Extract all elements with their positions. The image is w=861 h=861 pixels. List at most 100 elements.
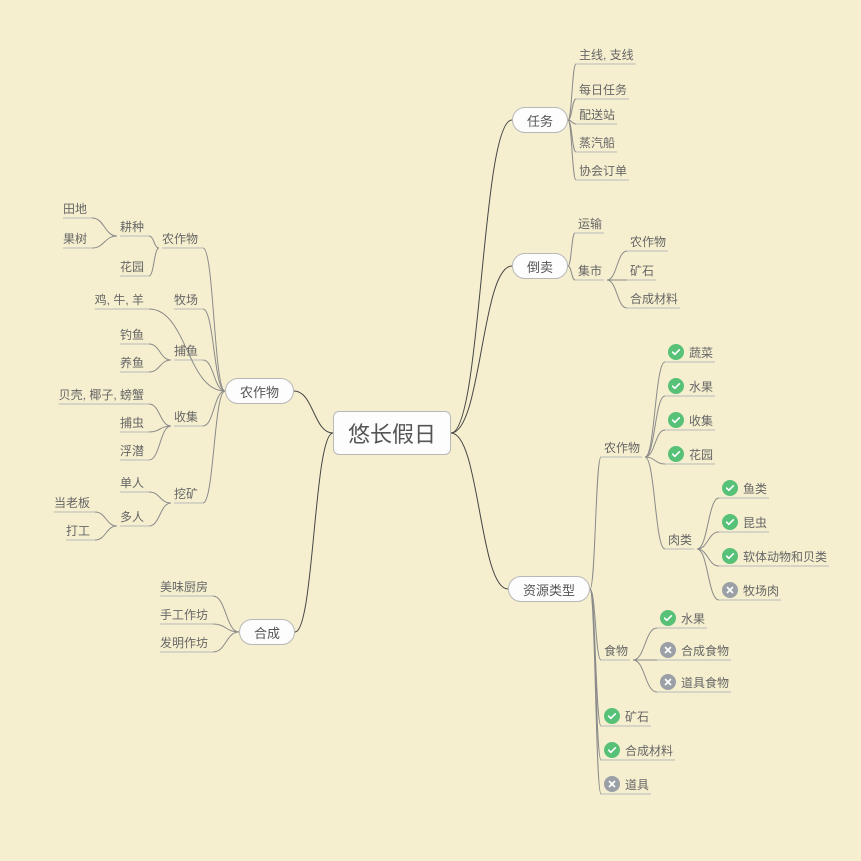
leaf-node: 当老板 [54, 493, 90, 511]
leaf-node: 挖矿 [174, 484, 198, 502]
leaf-node: 钓鱼 [120, 325, 144, 343]
leaf-node: 贝壳, 椰子, 螃蟹 [59, 385, 144, 403]
check-icon [668, 344, 684, 360]
leaf-label: 单人 [120, 474, 144, 491]
leaf-node: 合成材料 [604, 741, 673, 759]
leaf-label: 软体动物和贝类 [743, 548, 827, 565]
leaf-label: 浮潜 [120, 442, 144, 459]
cross-icon [722, 582, 738, 598]
leaf-label: 打工 [66, 522, 90, 539]
leaf-label: 钓鱼 [120, 326, 144, 343]
leaf-label: 水果 [681, 610, 705, 627]
cross-icon [660, 674, 676, 690]
branch-label: 倒卖 [527, 257, 553, 276]
check-icon [668, 412, 684, 428]
leaf-node: 发明作坊 [160, 633, 208, 651]
branch-rtype: 资源类型 [508, 576, 590, 602]
leaf-node: 农作物 [630, 232, 666, 250]
branch-tasks: 任务 [512, 107, 568, 133]
root-label: 悠长假日 [348, 417, 436, 449]
leaf-label: 肉类 [668, 531, 692, 548]
leaf-node: 水果 [668, 377, 713, 395]
branch-resell: 倒卖 [512, 253, 568, 279]
check-icon [604, 742, 620, 758]
leaf-node: 蒸汽船 [579, 133, 615, 151]
leaf-label: 主线, 支线 [579, 46, 634, 63]
leaf-node: 昆虫 [722, 513, 767, 531]
leaf-node: 单人 [120, 473, 144, 491]
leaf-label: 农作物 [162, 230, 198, 247]
leaf-label: 道具食物 [681, 674, 729, 691]
leaf-node: 食物 [604, 641, 628, 659]
leaf-label: 食物 [604, 642, 628, 659]
leaf-node: 捕鱼 [174, 341, 198, 359]
branch-synth: 合成 [239, 619, 295, 645]
leaf-node: 矿石 [604, 707, 649, 725]
leaf-node: 田地 [63, 199, 87, 217]
leaf-label: 水果 [689, 378, 713, 395]
leaf-node: 农作物 [604, 438, 640, 456]
leaf-node: 道具食物 [660, 673, 729, 691]
leaf-label: 合成材料 [630, 290, 678, 307]
leaf-node: 美味厨房 [160, 577, 208, 595]
check-icon [722, 548, 738, 564]
leaf-label: 捕鱼 [174, 342, 198, 359]
leaf-label: 合成材料 [625, 742, 673, 759]
leaf-node: 主线, 支线 [579, 45, 634, 63]
leaf-node: 鱼类 [722, 479, 767, 497]
branch-label: 资源类型 [523, 580, 575, 599]
leaf-label: 发明作坊 [160, 634, 208, 651]
leaf-node: 肉类 [668, 530, 692, 548]
leaf-label: 协会订单 [579, 162, 627, 179]
leaf-label: 收集 [689, 412, 713, 429]
leaf-node: 养鱼 [120, 353, 144, 371]
leaf-label: 多人 [120, 508, 144, 525]
check-icon [660, 610, 676, 626]
leaf-node: 水果 [660, 609, 705, 627]
leaf-node: 矿石 [630, 261, 654, 279]
leaf-node: 打工 [66, 521, 90, 539]
leaf-label: 合成食物 [681, 642, 729, 659]
leaf-label: 耕种 [120, 218, 144, 235]
leaf-label: 昆虫 [743, 514, 767, 531]
leaf-label: 花园 [689, 446, 713, 463]
leaf-node: 浮潜 [120, 441, 144, 459]
leaf-node: 配送站 [579, 105, 615, 123]
branch-label: 任务 [527, 111, 553, 130]
leaf-node: 收集 [174, 407, 198, 425]
check-icon [722, 480, 738, 496]
leaf-node: 软体动物和贝类 [722, 547, 827, 565]
leaf-node: 集市 [578, 261, 602, 279]
leaf-label: 道具 [625, 776, 649, 793]
leaf-node: 牧场 [174, 290, 198, 308]
leaf-label: 美味厨房 [160, 578, 208, 595]
leaf-node: 道具 [604, 775, 649, 793]
leaf-label: 手工作坊 [160, 606, 208, 623]
leaf-label: 每日任务 [579, 81, 627, 98]
leaf-label: 牧场 [174, 291, 198, 308]
leaf-node: 蔬菜 [668, 343, 713, 361]
leaf-node: 耕种 [120, 217, 144, 235]
leaf-label: 农作物 [630, 233, 666, 250]
leaf-label: 集市 [578, 262, 602, 279]
branch-crops: 农作物 [225, 378, 294, 404]
leaf-label: 蒸汽船 [579, 134, 615, 151]
cross-icon [604, 776, 620, 792]
leaf-label: 果树 [63, 230, 87, 247]
leaf-label: 矿石 [630, 262, 654, 279]
leaf-label: 蔬菜 [689, 344, 713, 361]
leaf-label: 挖矿 [174, 485, 198, 502]
leaf-label: 养鱼 [120, 354, 144, 371]
leaf-label: 贝壳, 椰子, 螃蟹 [59, 386, 144, 403]
branch-label: 合成 [254, 623, 280, 642]
leaf-label: 鱼类 [743, 480, 767, 497]
root-node: 悠长假日 [333, 411, 451, 455]
check-icon [668, 378, 684, 394]
check-icon [604, 708, 620, 724]
check-icon [668, 446, 684, 462]
leaf-label: 矿石 [625, 708, 649, 725]
leaf-node: 果树 [63, 229, 87, 247]
leaf-label: 花园 [120, 258, 144, 275]
leaf-node: 合成食物 [660, 641, 729, 659]
check-icon [722, 514, 738, 530]
